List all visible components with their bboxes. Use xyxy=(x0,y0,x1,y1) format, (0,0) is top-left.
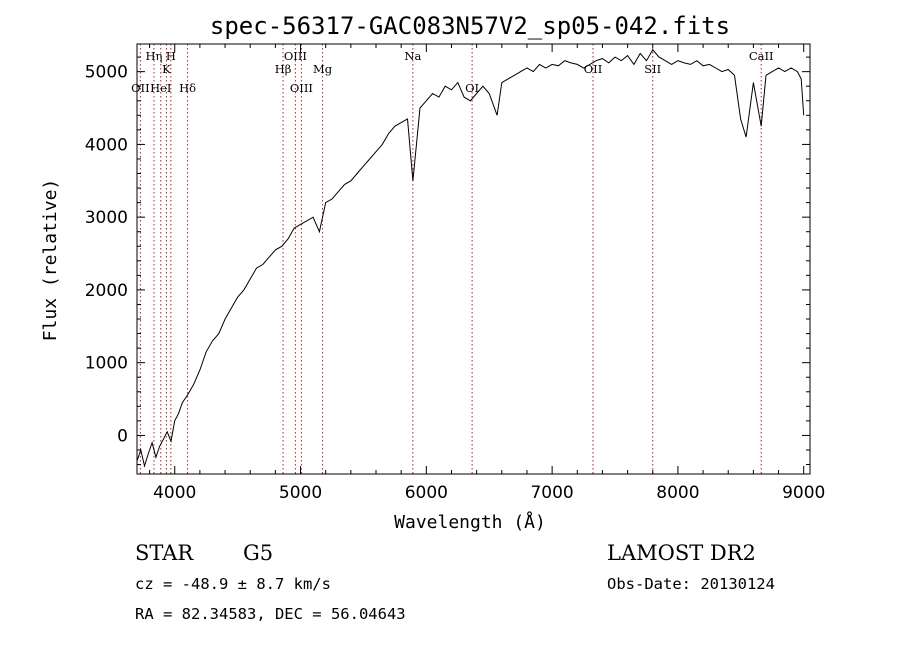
marker-label: H xyxy=(166,49,176,63)
y-tick-label: 1000 xyxy=(85,354,128,374)
y-axis-label: Flux (relative) xyxy=(40,179,61,342)
spectrum-line xyxy=(136,48,805,468)
marker-label: Hβ xyxy=(275,62,292,76)
y-tick-label: 2000 xyxy=(85,281,128,301)
marker-label: CaII xyxy=(749,49,774,63)
marker-label: Hδ xyxy=(179,81,196,95)
survey-name: LAMOST DR2 xyxy=(607,541,756,565)
x-tick-label: 4000 xyxy=(153,483,196,503)
marker-label: SII xyxy=(644,62,661,76)
x-tick-label: 7000 xyxy=(530,483,573,503)
x-axis-label: Wavelength (Å) xyxy=(394,511,546,533)
x-tick-label: 6000 xyxy=(405,483,448,503)
marker-label: Na xyxy=(404,49,421,63)
marker-label: OIII xyxy=(284,49,307,63)
redshift-text: cz = -48.9 ± 8.7 km/s xyxy=(135,575,331,593)
marker-label: Mg xyxy=(313,62,333,76)
x-tick-label: 8000 xyxy=(656,483,699,503)
marker-label: OIII xyxy=(290,81,313,95)
object-class: STAR xyxy=(135,541,194,565)
marker-label: HeI xyxy=(150,81,171,95)
y-tick-label: 5000 xyxy=(85,63,128,83)
y-tick-label: 4000 xyxy=(85,135,128,155)
chart-title: spec-56317-GAC083N57V2_sp05-042.fits xyxy=(210,12,730,40)
marker-label: OI xyxy=(465,81,479,95)
y-axis-ticks: 0 1000 2000 3000 4000 5000 xyxy=(85,56,810,466)
x-tick-label: 5000 xyxy=(279,483,322,503)
marker-label: OII xyxy=(131,81,150,95)
plot-frame xyxy=(136,43,811,475)
coordinates: RA = 82.34583, DEC = 56.04643 xyxy=(135,605,406,623)
marker-label: K xyxy=(162,62,171,76)
obs-date: Obs-Date: 20130124 xyxy=(607,575,775,593)
y-tick-label: 0 xyxy=(117,426,128,446)
x-tick-label: 9000 xyxy=(782,483,825,503)
marker-label: OII xyxy=(584,62,603,76)
spectral-subclass: G5 xyxy=(243,541,273,565)
x-axis-ticks: 4000 5000 6000 7000 8000 9000 xyxy=(149,44,825,503)
marker-label: Hη xyxy=(146,49,163,63)
y-tick-label: 3000 xyxy=(85,208,128,228)
emission-line-markers xyxy=(139,44,762,474)
